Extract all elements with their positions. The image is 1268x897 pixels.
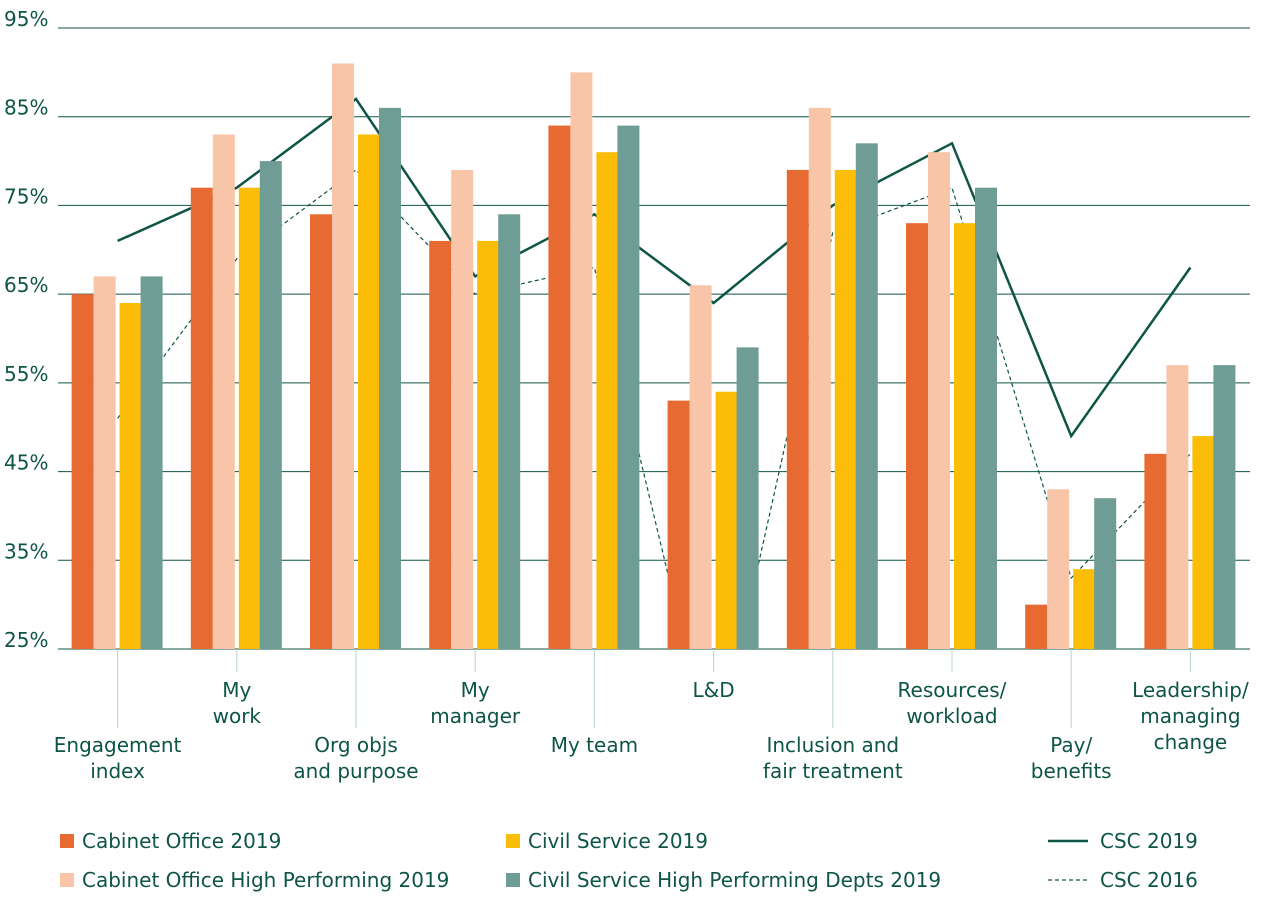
bar	[429, 240, 452, 649]
bar	[975, 187, 997, 649]
x-tick-label: My team	[551, 733, 638, 757]
x-tick-label: Pay/	[1050, 733, 1092, 757]
bar	[808, 107, 831, 650]
bar	[617, 125, 640, 650]
legend-label: Civil Service 2019	[528, 829, 708, 853]
bar	[736, 347, 759, 649]
bar	[259, 161, 282, 650]
bar	[1213, 365, 1236, 649]
y-tick-label: 25%	[4, 628, 48, 652]
x-tick-label: work	[213, 704, 262, 728]
x-tick-label: Org objs	[314, 733, 398, 757]
legend-swatch	[506, 873, 520, 887]
bar	[71, 294, 94, 649]
x-tick-label: benefits	[1031, 759, 1112, 783]
bar	[93, 276, 116, 649]
x-tick-label: workload	[906, 704, 997, 728]
legend-swatch	[60, 834, 74, 848]
bar	[1047, 489, 1070, 649]
legend-label: Cabinet Office 2019	[82, 829, 281, 853]
bar	[477, 240, 500, 649]
bar	[834, 169, 857, 649]
legend-label: Cabinet Office High Performing 2019	[82, 868, 449, 892]
y-tick-label: 35%	[4, 539, 48, 563]
line	[117, 169, 1191, 649]
x-tick-label: My	[461, 678, 490, 702]
x-tick-label: Resources/	[898, 678, 1007, 702]
x-tick-label: change	[1154, 730, 1228, 754]
bar	[1025, 604, 1048, 649]
bar	[1073, 569, 1096, 649]
bar	[190, 187, 213, 649]
y-tick-label: 95%	[4, 7, 48, 31]
legend-swatch	[60, 873, 74, 887]
x-tick-label: Leadership/	[1132, 678, 1249, 702]
y-tick-label: 75%	[4, 184, 48, 208]
bar	[689, 285, 712, 649]
x-tick-label: manager	[430, 704, 521, 728]
bar	[596, 152, 619, 649]
bar	[667, 400, 690, 649]
x-tick-label: My	[222, 678, 251, 702]
bar	[1144, 453, 1167, 649]
bar	[1094, 498, 1117, 649]
bar	[906, 223, 928, 649]
bar	[212, 134, 235, 649]
bar	[548, 125, 571, 650]
y-tick-label: 85%	[4, 96, 48, 120]
x-tick-label: Inclusion and	[766, 733, 899, 757]
bar	[238, 187, 261, 649]
bar	[140, 276, 163, 649]
legend-label: Civil Service High Performing Depts 2019	[528, 868, 941, 892]
x-tick-label: L&D	[693, 678, 735, 702]
bar	[786, 169, 809, 649]
bar	[715, 391, 738, 649]
x-tick-label: Engagement	[54, 733, 182, 757]
bar	[1166, 365, 1189, 649]
bar	[310, 214, 332, 650]
bar	[928, 152, 950, 649]
bar	[855, 143, 878, 650]
legend-label: CSC 2016	[1100, 868, 1198, 892]
bar	[358, 134, 380, 649]
x-tick-label: fair treatment	[763, 759, 903, 783]
legend-swatch	[506, 834, 520, 848]
y-tick-label: 55%	[4, 362, 48, 386]
bar	[119, 303, 142, 649]
plot-area	[117, 97, 1192, 649]
line	[117, 97, 1192, 439]
bar	[332, 63, 354, 649]
legend-label: CSC 2019	[1100, 829, 1198, 853]
x-tick-label: index	[90, 759, 145, 783]
bar	[379, 107, 401, 650]
x-tick-label: and purpose	[293, 759, 418, 783]
bar	[1192, 436, 1215, 649]
bar	[498, 214, 521, 650]
y-tick-label: 65%	[4, 273, 48, 297]
y-tick-label: 45%	[4, 451, 48, 475]
bar	[570, 72, 593, 650]
bar	[451, 169, 474, 649]
x-tick-label: managing	[1140, 704, 1240, 728]
bar	[954, 223, 976, 649]
